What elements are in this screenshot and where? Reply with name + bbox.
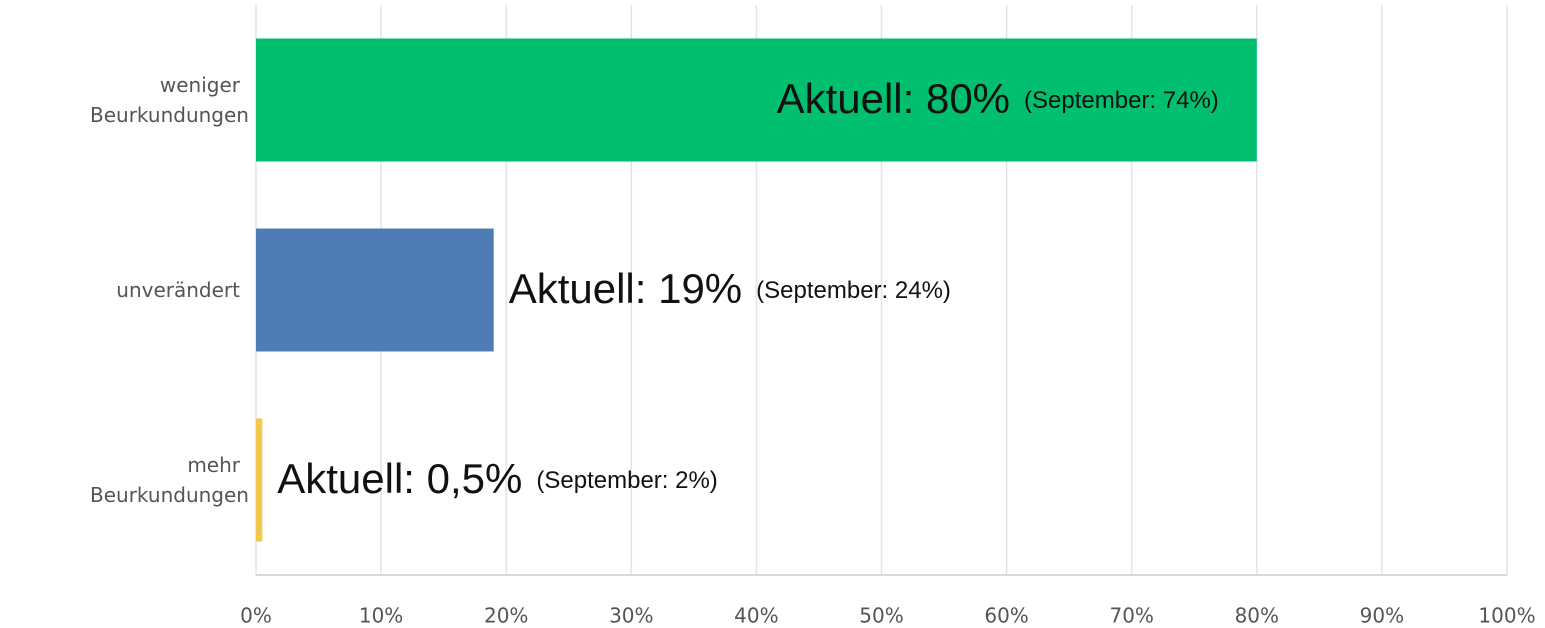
x-tick-label: 10% — [359, 604, 403, 628]
x-tick-label: 90% — [1360, 604, 1404, 628]
bar — [256, 38, 1257, 162]
x-tick-label: 60% — [984, 604, 1028, 628]
x-tick-label: 30% — [609, 604, 653, 628]
x-tick-label: 20% — [484, 604, 528, 628]
value-label: Aktuell: 19% (September: 24%) — [509, 265, 951, 312]
comparison-label: (September: 74%) — [1024, 87, 1219, 114]
y-tick-label: mehr Beurkundungen — [90, 453, 249, 507]
x-tick-label: 50% — [859, 604, 903, 628]
comparison-label: (September: 2%) — [536, 467, 717, 494]
value-label-main: Aktuell: 19% — [509, 265, 742, 312]
x-tick-label: 40% — [734, 604, 778, 628]
y-tick-label: weniger Beurkundungen — [90, 73, 249, 127]
y-tick-label: unverändert — [116, 278, 240, 302]
comparison-label: (September: 24%) — [756, 277, 951, 304]
x-tick-label: 0% — [240, 604, 272, 628]
x-tick-label: 80% — [1235, 604, 1279, 628]
value-label-main: Aktuell: 0,5% — [277, 455, 522, 502]
x-tick-label: 70% — [1109, 604, 1153, 628]
value-label: Aktuell: 80% (September: 74%) — [777, 75, 1219, 122]
bar — [256, 228, 494, 352]
value-label-main: Aktuell: 80% — [777, 75, 1010, 122]
x-tick-label: 100% — [1478, 604, 1535, 628]
bar — [256, 418, 263, 542]
value-label: Aktuell: 0,5% (September: 2%) — [277, 455, 718, 502]
